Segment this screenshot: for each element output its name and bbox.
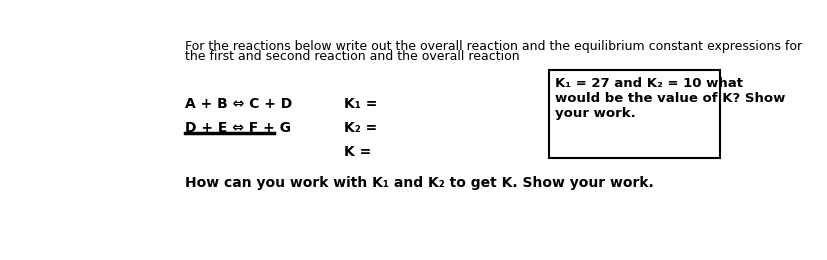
Text: K₂ =: K₂ = — [343, 121, 376, 135]
Text: would be the value of K? Show: would be the value of K? Show — [555, 92, 785, 105]
Text: For the reactions below write out the overall reaction and the equilibrium const: For the reactions below write out the ov… — [184, 41, 801, 54]
Text: How can you work with K₁ and K₂ to get K. Show your work.: How can you work with K₁ and K₂ to get K… — [184, 176, 653, 190]
Text: A + B ⇔ C + D: A + B ⇔ C + D — [184, 97, 292, 111]
Text: K =: K = — [343, 145, 370, 159]
Bar — [548, 70, 719, 158]
Text: D + E ⇔ F + G: D + E ⇔ F + G — [184, 121, 290, 135]
Text: K₁ = 27 and K₂ = 10 what: K₁ = 27 and K₂ = 10 what — [555, 77, 743, 90]
Text: the first and second reaction and the overall reaction: the first and second reaction and the ov… — [184, 50, 519, 63]
Text: K₁ =: K₁ = — [343, 97, 376, 111]
Text: your work.: your work. — [555, 107, 635, 120]
